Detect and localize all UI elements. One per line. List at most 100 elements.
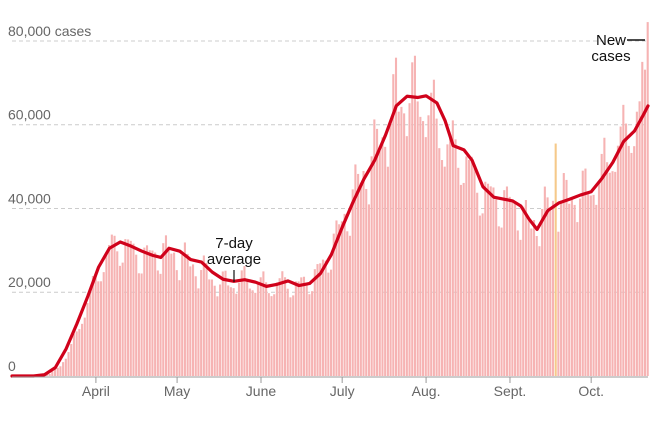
daily-case-bar — [600, 153, 603, 376]
daily-case-bar — [338, 224, 341, 376]
seven-day-average-layer — [10, 94, 650, 378]
daily-case-bar — [597, 182, 601, 376]
daily-case-bar — [302, 276, 306, 376]
daily-case-bar — [370, 156, 373, 376]
daily-case-bar — [70, 344, 73, 376]
daily-case-bar — [430, 92, 433, 376]
daily-case-bar — [462, 182, 465, 376]
annotation-7day-average-text: average — [207, 251, 261, 268]
daily-case-bar — [156, 270, 159, 376]
daily-case-bar — [200, 270, 203, 376]
daily-case-bar — [400, 106, 403, 376]
daily-case-bar — [127, 239, 130, 376]
daily-case-bar — [587, 194, 590, 376]
daily-case-bar — [311, 291, 314, 376]
daily-case-bar — [641, 61, 644, 376]
daily-case-bar — [278, 278, 281, 376]
daily-case-bar — [275, 282, 278, 376]
daily-case-bar — [216, 296, 219, 376]
daily-case-bar — [359, 182, 362, 376]
x-tick-label: May — [164, 383, 190, 399]
daily-case-bar — [378, 151, 381, 376]
x-tick-label: Sept. — [494, 383, 527, 399]
seven-day-average-line — [10, 94, 650, 378]
daily-case-bar — [535, 236, 538, 376]
daily-case-bar — [627, 145, 630, 376]
daily-case-bar — [527, 217, 530, 376]
daily-case-bar — [113, 235, 116, 376]
daily-case-bar — [143, 247, 146, 376]
x-tick-label: June — [246, 383, 277, 399]
daily-case-bar — [148, 250, 151, 376]
daily-case-bar — [86, 303, 89, 376]
daily-case-bar — [62, 362, 65, 376]
daily-case-bar — [313, 269, 316, 376]
daily-case-bar — [251, 290, 254, 376]
daily-case-bar — [446, 144, 449, 376]
daily-case-bar — [622, 104, 625, 376]
daily-case-bar — [560, 200, 563, 376]
daily-case-bar — [162, 243, 165, 376]
daily-case-bar — [259, 277, 262, 376]
daily-case-bar — [97, 281, 100, 376]
daily-case-bar — [459, 184, 462, 376]
daily-case-bar — [51, 371, 54, 376]
daily-case-bar — [316, 264, 319, 376]
x-tick-label: April — [82, 383, 110, 399]
daily-case-bar — [413, 55, 416, 376]
x-tick-label: Aug. — [412, 383, 441, 399]
daily-case-bar — [116, 251, 119, 376]
daily-case-bar — [630, 152, 633, 376]
daily-case-bar — [367, 204, 370, 376]
daily-case-bar — [557, 231, 560, 376]
daily-case-bar — [470, 156, 473, 376]
y-axis-labels: 0 20,000 40,000 60,000 80,000 cases — [8, 23, 91, 374]
daily-case-bar — [327, 272, 330, 376]
daily-case-bar — [284, 277, 287, 376]
x-axis: April May June July Aug. Sept. Oct. — [12, 376, 648, 399]
daily-case-bar — [137, 273, 140, 376]
daily-case-bar — [221, 271, 224, 376]
daily-case-bar — [576, 222, 579, 376]
daily-case-bar — [581, 170, 584, 376]
daily-case-bar — [492, 187, 495, 376]
annotation-new-cases-text: cases — [591, 48, 630, 65]
daily-case-bar — [505, 186, 509, 376]
daily-case-bar — [514, 203, 517, 376]
daily-case-bar — [191, 264, 195, 376]
daily-case-bar — [110, 234, 113, 376]
daily-case-bar — [175, 270, 178, 376]
annotation-7day-average-text: 7-day — [215, 235, 253, 252]
daily-case-bar — [633, 146, 636, 376]
daily-case-bar — [584, 168, 587, 376]
y-tick-label: 40,000 — [8, 190, 51, 206]
daily-case-bar — [194, 276, 197, 376]
daily-case-bar — [500, 227, 503, 376]
daily-case-bar — [635, 111, 638, 376]
daily-case-bar — [376, 128, 379, 376]
daily-case-bar — [235, 293, 238, 376]
daily-case-bar — [210, 279, 214, 376]
daily-case-bar — [78, 329, 81, 376]
daily-case-bar — [365, 188, 368, 376]
daily-case-bar — [422, 121, 425, 376]
daily-case-bar — [389, 121, 392, 376]
daily-case-bar — [67, 352, 70, 376]
daily-case-bar — [48, 373, 51, 376]
daily-case-bar — [511, 199, 514, 376]
daily-case-bar — [159, 273, 162, 376]
daily-case-bar — [454, 139, 457, 376]
daily-case-bar — [386, 166, 389, 376]
daily-case-bar — [99, 281, 103, 376]
daily-case-bar — [608, 172, 611, 376]
daily-case-bar — [589, 195, 592, 376]
daily-case-bar — [595, 204, 598, 376]
daily-case-bar — [183, 242, 186, 376]
daily-case-bar — [551, 200, 555, 376]
daily-case-bar — [354, 164, 357, 376]
daily-case-bar — [443, 166, 446, 376]
daily-case-bar — [351, 189, 354, 376]
daily-case-bar — [240, 270, 243, 376]
daily-case-bar — [45, 374, 48, 376]
daily-case-bar — [289, 297, 292, 376]
